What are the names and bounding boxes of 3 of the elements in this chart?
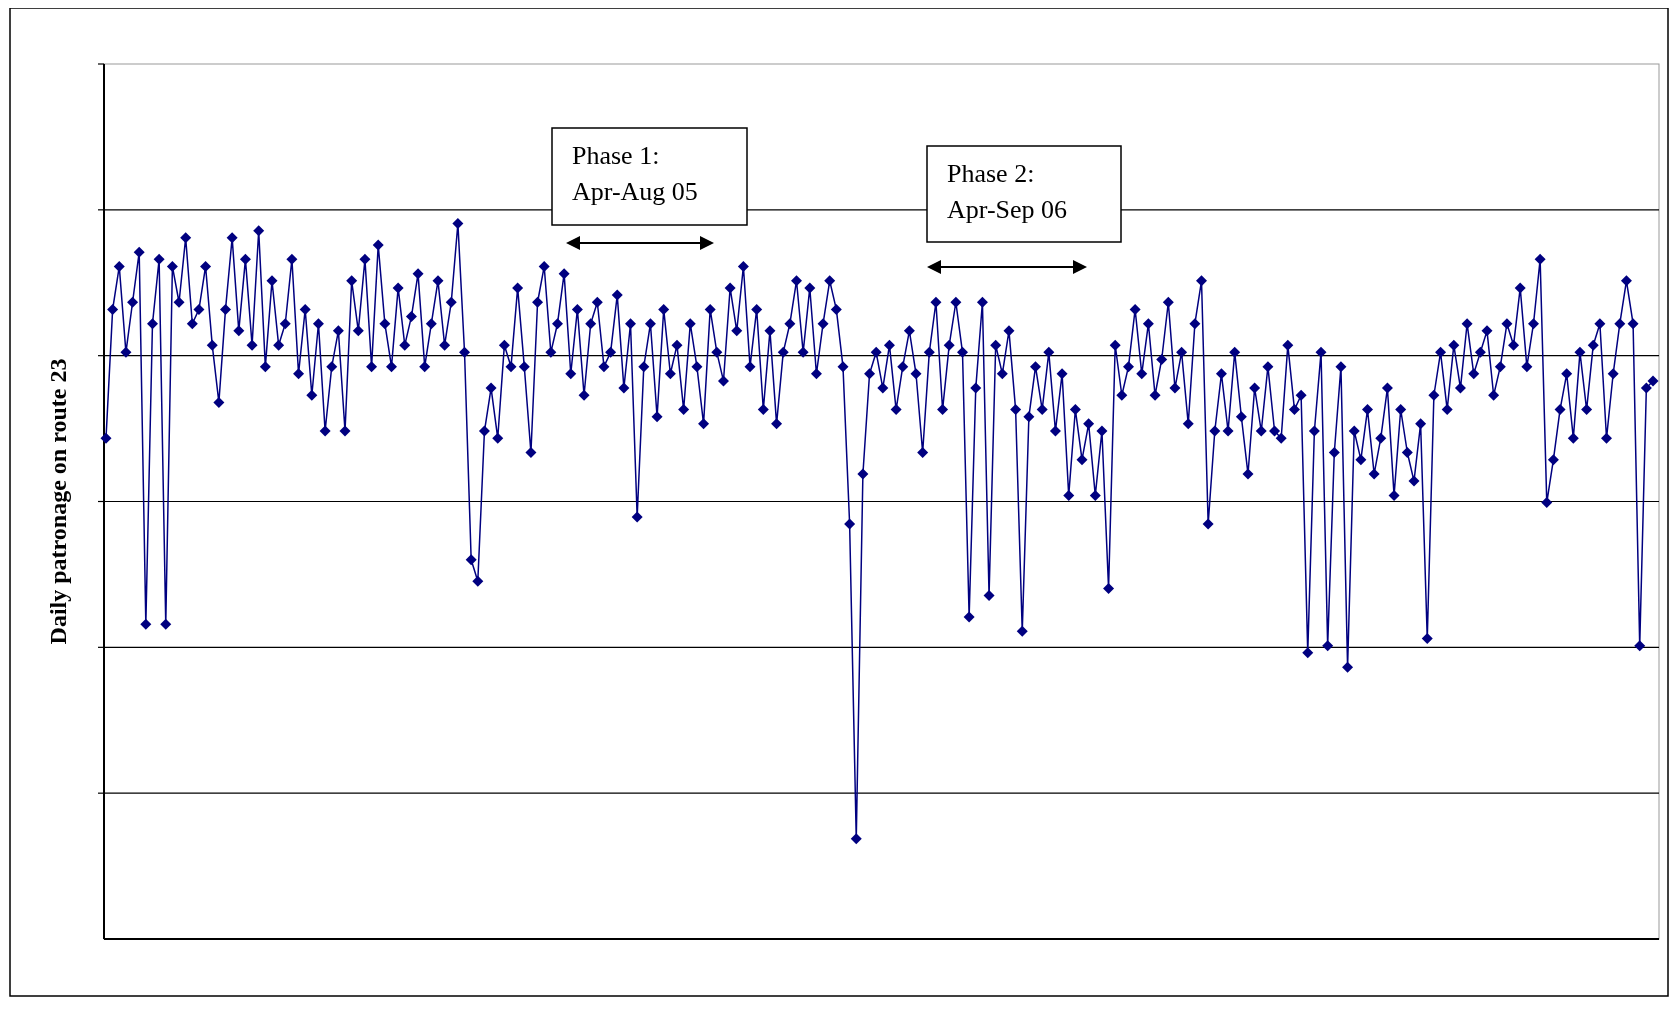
annotation: Phase 2: Apr-Sep 06 bbox=[947, 159, 1068, 224]
y-axis-title: Daily patronage on route 23 bbox=[45, 358, 71, 645]
text: Phase 1: Apr-Aug 05 bbox=[572, 141, 698, 206]
